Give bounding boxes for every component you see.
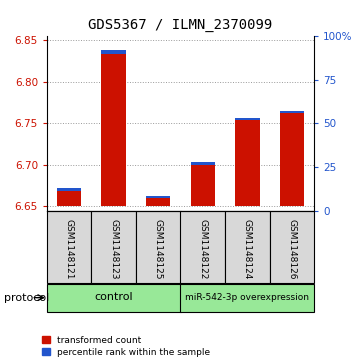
Text: control: control [95,292,133,302]
Bar [191,162,215,165]
Bar [57,188,82,191]
Bar [57,188,82,207]
Bar [235,118,260,207]
Bar [180,211,225,283]
Bar [225,211,270,283]
Text: GSM1148121: GSM1148121 [65,219,74,280]
Text: GSM1148123: GSM1148123 [109,219,118,280]
Bar [279,111,304,114]
Title: GDS5367 / ILMN_2370099: GDS5367 / ILMN_2370099 [88,19,273,33]
Bar [191,162,215,207]
Bar [235,118,260,120]
Bar [47,211,91,283]
Bar [180,284,314,311]
Bar [136,211,180,283]
Text: GSM1148124: GSM1148124 [243,219,252,280]
Bar [101,50,126,54]
Legend: transformed count, percentile rank within the sample: transformed count, percentile rank withi… [41,334,212,359]
Bar [101,50,126,207]
Bar [146,196,170,198]
Bar [47,284,180,311]
Text: GSM1148126: GSM1148126 [287,219,296,280]
Bar [146,196,170,207]
Text: GSM1148125: GSM1148125 [154,219,163,280]
Text: protocol: protocol [4,293,49,303]
Bar [270,211,314,283]
Bar [279,111,304,207]
Bar [91,211,136,283]
Text: GSM1148122: GSM1148122 [198,219,207,280]
Text: miR-542-3p overexpression: miR-542-3p overexpression [185,293,309,302]
